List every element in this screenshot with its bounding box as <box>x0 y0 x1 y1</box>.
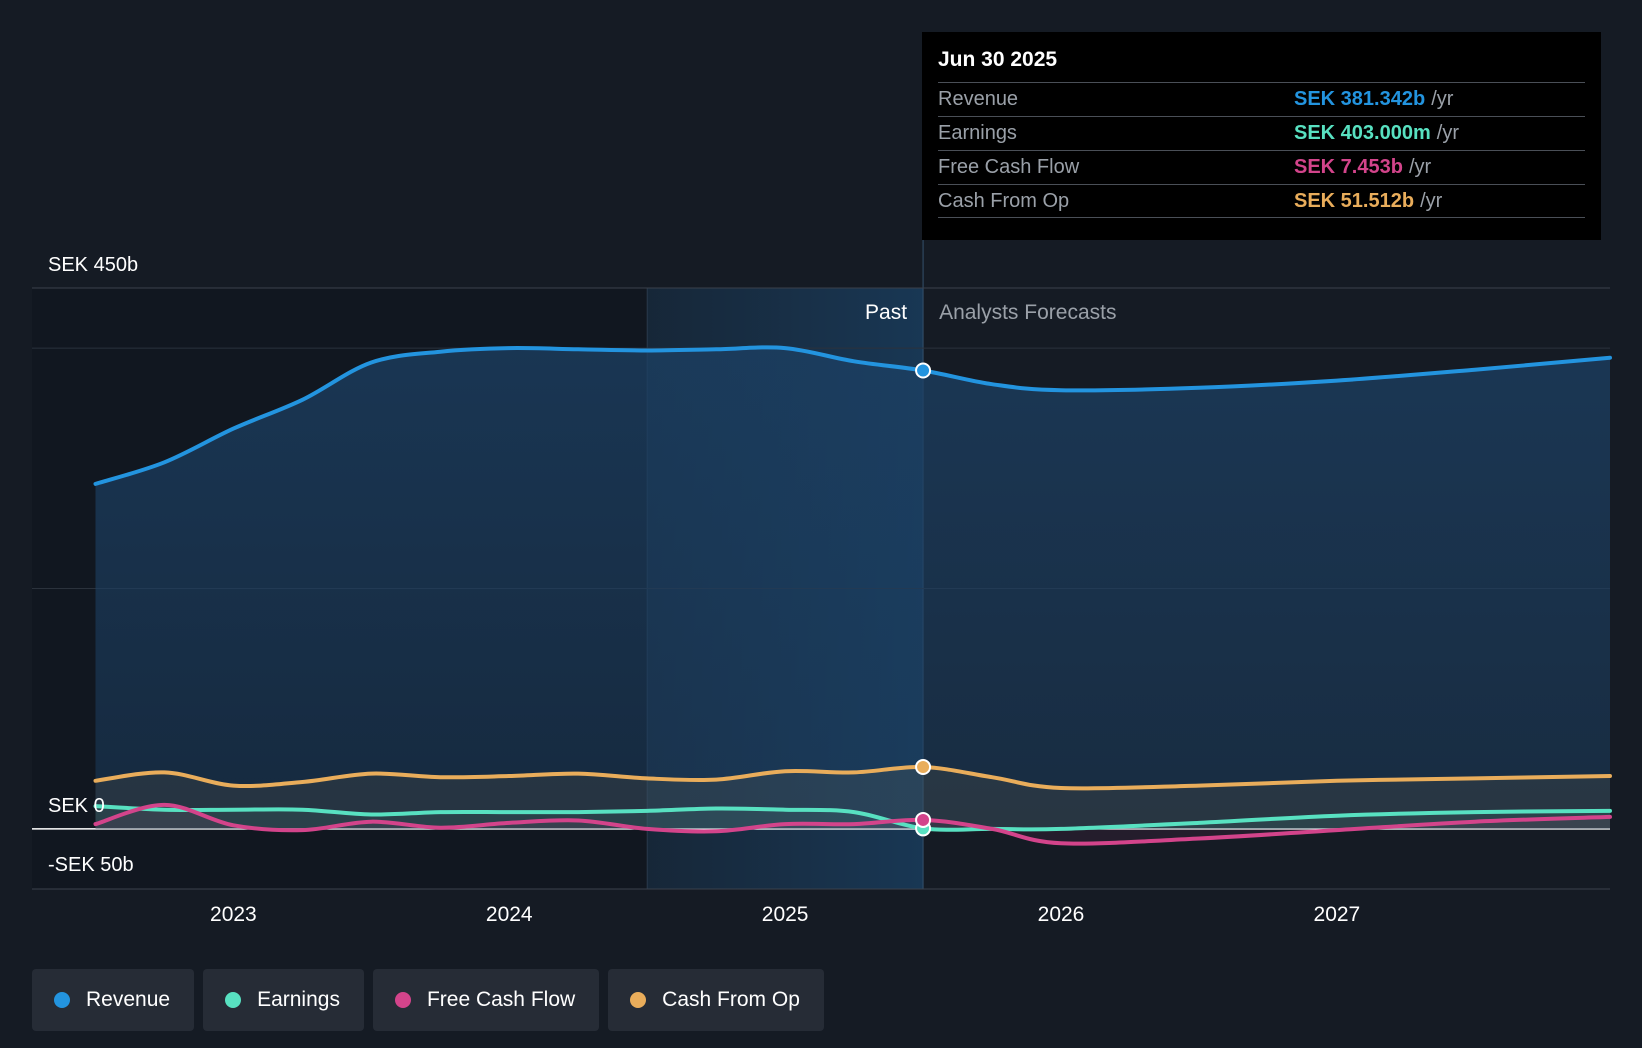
revenue-area <box>95 347 1610 829</box>
x-tick-label: 2024 <box>486 903 533 926</box>
cash-from-op-line <box>93 764 1612 791</box>
past-label: Past <box>865 301 907 324</box>
revenue-highlight-point <box>915 362 932 379</box>
chart-plot: SEK 450b SEK 0 -SEK 50b 2023 2024 2025 2026 202… <box>32 240 1612 926</box>
tooltip-value: SEK 7.453b <box>1294 156 1403 178</box>
tooltip: Jun 30 2025 Revenue SEK 381.342b /yr Ear… <box>922 32 1601 240</box>
tooltip-date: Jun 30 2025 <box>938 48 1058 71</box>
earnings-dot-icon <box>225 992 242 1008</box>
legend-label: Free Cash Flow <box>426 988 576 1011</box>
tooltip-value: SEK 51.512b <box>1294 190 1415 212</box>
legend: Revenue Earnings Free Cash Flow Cash Fro… <box>32 969 824 1031</box>
tooltip-label: Earnings <box>938 122 1017 144</box>
x-tick-label: 2026 <box>1038 903 1085 926</box>
cash-from-op-highlight-point <box>915 758 932 775</box>
revenue-dot-icon <box>54 992 70 1008</box>
tooltip-unit: /yr <box>1436 122 1459 144</box>
free-cash-flow-dot-icon <box>394 992 411 1008</box>
legend-item-earnings[interactable]: Earnings <box>203 969 364 1031</box>
tooltip-label: Cash From Op <box>938 190 1070 212</box>
tooltip-row-cash-from-op: Cash From Op SEK 51.512b /yr <box>938 184 1585 218</box>
tooltip-label: Free Cash Flow <box>938 156 1080 178</box>
legend-item-cash-from-op[interactable]: Cash From Op <box>608 969 824 1031</box>
tooltip-unit: /yr <box>1408 156 1432 178</box>
cash-from-op-dot-icon <box>630 992 647 1008</box>
tooltip-value: SEK 381.342b <box>1294 88 1426 110</box>
legend-label: Revenue <box>86 988 171 1011</box>
tooltip-label: Revenue <box>938 88 1019 110</box>
tooltip-unit: /yr <box>1431 88 1454 110</box>
tooltip-row-earnings: Earnings SEK 403.000m /yr <box>938 116 1585 150</box>
earnings-line <box>93 804 1612 832</box>
tooltip-row-revenue: Revenue SEK 381.342b /yr <box>938 82 1585 116</box>
legend-label: Cash From Op <box>662 988 800 1011</box>
tooltip-value: SEK 403.000m <box>1294 122 1431 144</box>
y-tick-label: SEK 0 <box>48 795 105 817</box>
x-tick-label: 2025 <box>762 903 809 926</box>
free-cash-flow-line <box>93 802 1612 846</box>
y-tick-label: -SEK 50b <box>48 854 134 876</box>
legend-item-revenue[interactable]: Revenue <box>32 969 195 1031</box>
legend-label: Earnings <box>257 988 340 1011</box>
revenue-line <box>93 345 1612 486</box>
free-cash-flow-highlight-point <box>915 811 932 828</box>
tooltip-row-free-cash-flow: Free Cash Flow SEK 7.453b /yr <box>938 150 1585 184</box>
forecast-label: Analysts Forecasts <box>939 301 1116 324</box>
tooltip-unit: /yr <box>1420 190 1443 212</box>
y-tick-label: SEK 450b <box>48 254 138 276</box>
x-tick-label: 2023 <box>210 903 257 926</box>
legend-item-free-cash-flow[interactable]: Free Cash Flow <box>372 969 600 1031</box>
x-tick-label: 2027 <box>1314 903 1361 926</box>
